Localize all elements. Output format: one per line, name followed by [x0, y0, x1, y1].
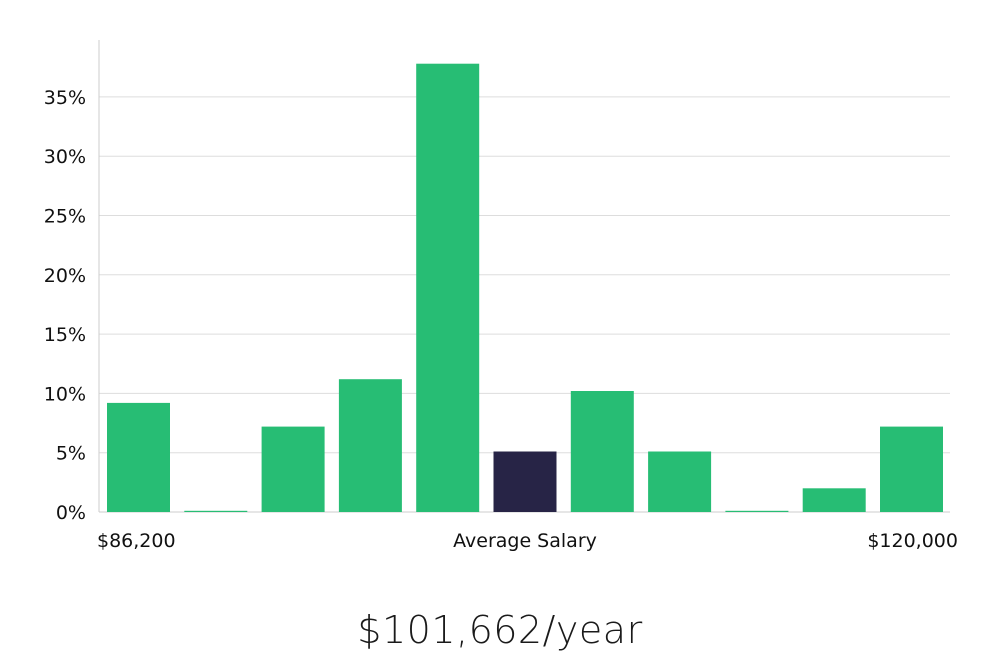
average-salary-value: $101,662/year [357, 608, 643, 652]
bar [261, 426, 325, 512]
x-min-label: $86,200 [97, 530, 176, 552]
y-tick-label: 5% [56, 443, 86, 465]
bar [184, 510, 248, 512]
y-tick-label: 20% [44, 265, 86, 287]
bar [648, 451, 712, 512]
bar [880, 426, 943, 512]
bar-highlighted [493, 451, 557, 512]
y-tick-label: 30% [44, 146, 86, 168]
x-axis-title: Average Salary [453, 530, 597, 552]
bar [416, 63, 480, 512]
bar [802, 488, 866, 512]
y-tick-label: 10% [44, 383, 86, 405]
x-max-label: $120,000 [867, 530, 958, 552]
bar [725, 510, 789, 512]
bar [570, 391, 634, 512]
y-tick-label: 25% [44, 206, 86, 228]
y-tick-label: 0% [56, 502, 86, 524]
bar [338, 379, 402, 512]
y-tick-label: 35% [44, 87, 86, 109]
bar [107, 402, 170, 512]
y-tick-label: 15% [44, 324, 86, 346]
